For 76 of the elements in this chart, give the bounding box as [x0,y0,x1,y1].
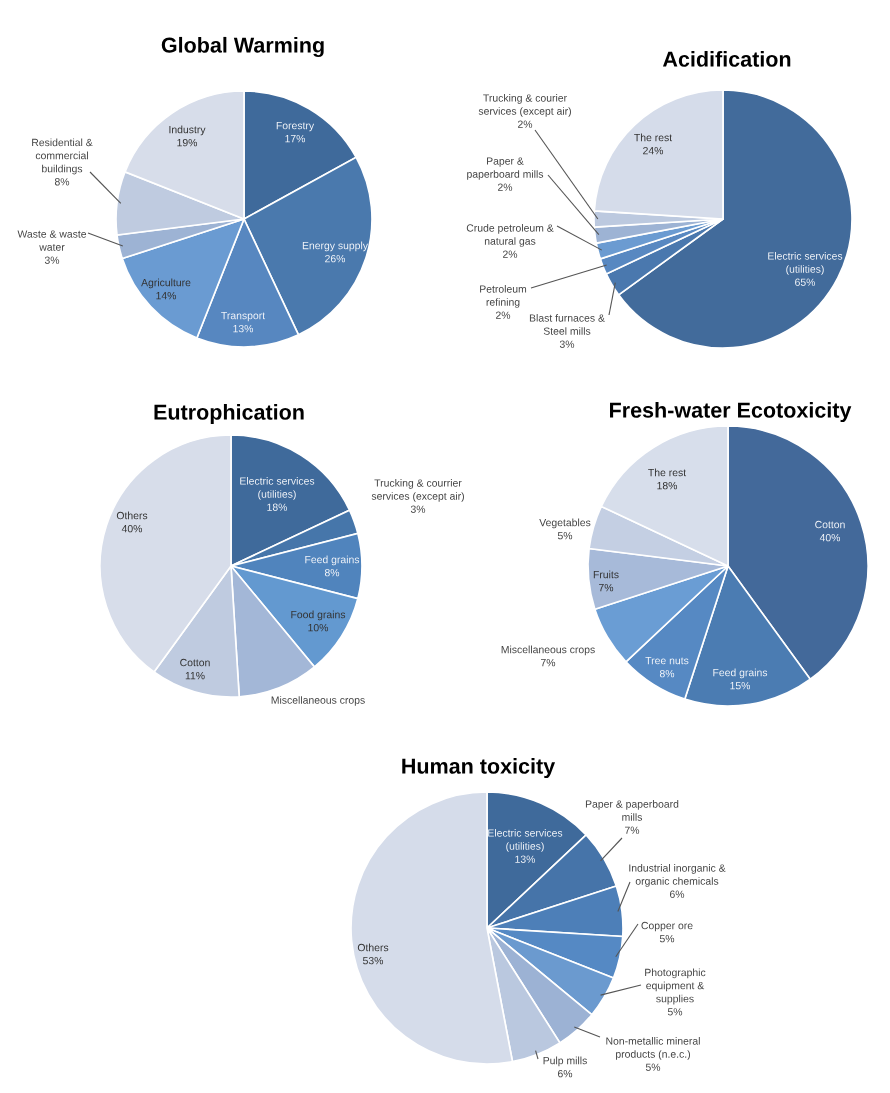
data-label: 5% [645,1063,661,1071]
data-label: 3% [410,505,426,513]
slice-label: Miscellaneous crops [501,645,595,656]
slice-label: Electric services (utilities) [488,829,563,852]
data-label: 40% [121,524,143,533]
slice-label: Industry [169,125,206,136]
data-label: 7% [541,659,556,667]
data-label: 2% [498,183,513,191]
slice-label: Vegetables [539,518,591,529]
slice-label: Trucking & courier services (except air) [478,94,571,117]
data-label: 17% [285,135,306,143]
slice-label: Copper ore [641,921,693,932]
data-label: 7% [625,826,640,834]
slice-label: Cotton [180,658,210,667]
slice-label: Blast furnaces & Steel mills [529,314,605,335]
data-label: 10% [308,623,329,632]
slice-label: Industrial inorganic & organic chemicals [629,864,726,887]
slice-label: Waste & waste water [17,230,87,251]
data-label: 18% [657,481,678,490]
data-label: 11% [185,672,205,680]
chart-title: Acidification [662,50,791,67]
data-label: 24% [643,146,664,155]
slice-label: Agriculture [141,278,191,289]
data-label: 7% [599,584,614,592]
slice-label: Tree nuts [645,656,689,665]
slice-label: Residential & commercial buildings [32,138,93,175]
data-label: 19% [177,138,198,147]
data-label: 8% [659,669,675,678]
slice-label: Trucking & courrier services (except air) [371,479,464,502]
chart-title: Human toxicity [402,757,556,779]
slice-label: Cotton [815,520,845,529]
data-label: 5% [659,935,675,943]
slice-label: Photographic equipment & supplies [645,968,706,1005]
chart-title: Fresh-water Ecotoxicity [610,401,852,423]
slice-label: Electric services (utilities) [240,477,315,500]
data-label: 2% [496,311,511,319]
data-label: 14% [156,292,177,300]
data-label: 8% [54,178,70,186]
slice-label: Feed grains [305,555,360,566]
data-label: 2% [518,120,533,128]
data-label: 26% [325,254,346,263]
data-label: 15% [730,682,751,690]
chart-title: Eutrophication [154,403,304,425]
data-label: 3% [44,256,60,264]
chart-title: Global Warming [161,36,324,58]
slice-label: The rest [634,133,673,142]
slice-label: Crude petroleum & natural gas [466,224,554,247]
data-label: 40% [819,533,841,542]
data-label: 65% [795,278,816,286]
slice-label: Non-metallic mineral products (n.e.c.) [606,1037,700,1060]
slice-label: Feed grains [713,668,768,679]
data-label: 18% [267,503,288,511]
slice-label: Energy supply [302,241,368,252]
slice-label: Electric services (utilities) [768,252,843,275]
data-label: 8% [324,568,340,577]
data-label: 5% [557,532,573,540]
data-label: 5% [667,1008,683,1016]
slice-label: The rest [648,468,687,477]
data-label: 6% [670,890,685,898]
data-label: 6% [558,1069,573,1078]
data-label: 13% [233,324,254,333]
slice-label: Miscellaneous crops [271,696,365,706]
slice-label: Transport [221,311,266,322]
data-label: 13% [515,855,536,863]
slice-label: Paper & paperboard mills [585,800,679,821]
slice-label: Others [357,943,389,952]
slice-label: Petroleum refining [480,285,527,308]
slice-label: Others [116,511,148,520]
slice-label: Pulp mills [543,1056,587,1067]
slice-label: Forestry [276,121,315,132]
data-label: 3% [559,340,575,348]
data-label: 2% [503,250,518,258]
data-label: 53% [362,956,384,965]
slice-label: Paper & paperboard mills [467,157,544,180]
slice-label: Food grains [291,610,346,621]
slice-label: Fruits [593,570,619,579]
